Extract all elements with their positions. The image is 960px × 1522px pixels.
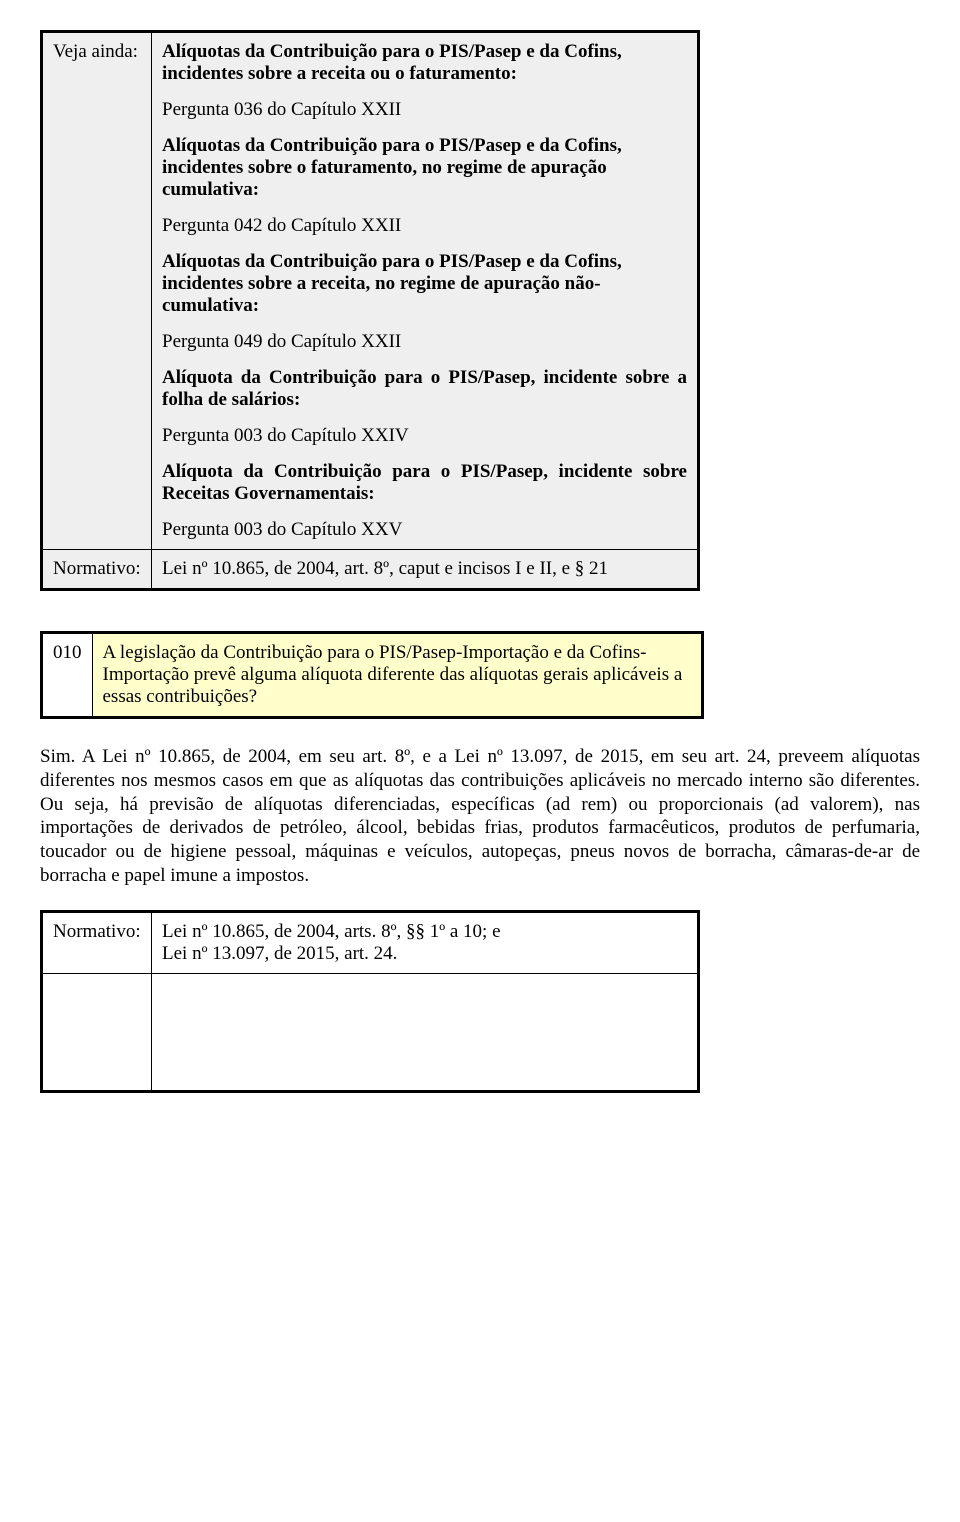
veja-ainda-label: Veja ainda:	[53, 41, 138, 62]
normativo2-label-cell: Normativo:	[42, 911, 152, 973]
question-text: A legislação da Contribuição para o PIS/…	[103, 642, 683, 707]
question-number: 010	[53, 642, 82, 663]
question-table: 010 A legislação da Contribuição para o …	[40, 631, 704, 719]
normativo2-label: Normativo:	[53, 921, 141, 942]
veja-para-8: Alíquota da Contribuição para o PIS/Pase…	[162, 461, 687, 505]
normativo2-content-cell: Lei nº 10.865, de 2004, arts. 8º, §§ 1º …	[152, 911, 699, 973]
veja-para-6: Alíquota da Contribuição para o PIS/Pase…	[162, 367, 687, 411]
veja-para-9: Pergunta 003 do Capítulo XXV	[162, 519, 687, 541]
veja-para-0: Alíquotas da Contribuição para o PIS/Pas…	[162, 41, 687, 85]
veja-para-1: Pergunta 036 do Capítulo XXII	[162, 99, 687, 121]
veja-ainda-label-cell: Veja ainda:	[42, 32, 152, 550]
normativo1-content-cell: Lei nº 10.865, de 2004, art. 8º, caput e…	[152, 550, 699, 590]
question-number-cell: 010	[42, 633, 93, 718]
question-text-cell: A legislação da Contribuição para o PIS/…	[92, 633, 702, 718]
normativo1-text: Lei nº 10.865, de 2004, art. 8º, caput e…	[162, 558, 608, 579]
veja-para-4: Alíquotas da Contribuição para o PIS/Pas…	[162, 251, 687, 317]
normativo2-line2: Lei nº 13.097, de 2015, art. 24.	[162, 943, 687, 965]
normativo1-label: Normativo:	[53, 558, 141, 579]
veja-para-5: Pergunta 049 do Capítulo XXII	[162, 331, 687, 353]
normativo1-label-cell: Normativo:	[42, 550, 152, 590]
veja-para-3: Pergunta 042 do Capítulo XXII	[162, 215, 687, 237]
veja-para-7: Pergunta 003 do Capítulo XXIV	[162, 425, 687, 447]
normativo2-spacer-left	[42, 973, 152, 1091]
veja-ainda-table: Veja ainda: Alíquotas da Contribuição pa…	[40, 30, 700, 591]
normativo2-spacer-right	[152, 973, 699, 1091]
answer-paragraph: Sim. A Lei nº 10.865, de 2004, em seu ar…	[40, 745, 920, 888]
veja-ainda-content-cell: Alíquotas da Contribuição para o PIS/Pas…	[152, 32, 699, 550]
veja-para-2: Alíquotas da Contribuição para o PIS/Pas…	[162, 135, 687, 201]
normativo2-line1: Lei nº 10.865, de 2004, arts. 8º, §§ 1º …	[162, 921, 687, 943]
normativo2-table: Normativo: Lei nº 10.865, de 2004, arts.…	[40, 910, 700, 1093]
